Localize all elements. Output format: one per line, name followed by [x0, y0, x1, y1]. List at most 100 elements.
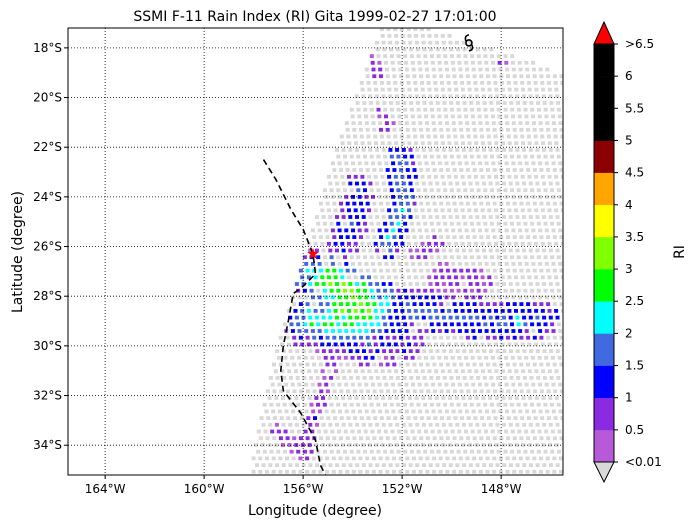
swath-pixel [293, 309, 298, 313]
swath-pixel [453, 134, 458, 139]
swath-pixel [339, 268, 343, 273]
swath-pixel [385, 74, 390, 79]
swath-pixel [343, 154, 347, 159]
swath-pixel [447, 342, 452, 347]
swath-pixel [353, 241, 358, 246]
swath-pixel [487, 342, 492, 347]
swath-pixel [355, 315, 359, 320]
swath-pixel [431, 67, 436, 72]
swath-pixel [530, 429, 535, 434]
swath-pixel [460, 275, 465, 280]
swath-pixel [548, 282, 553, 286]
swath-pixel [546, 416, 551, 420]
swath-pixel [542, 101, 547, 105]
swath-pixel [480, 416, 485, 420]
swath-pixel [480, 342, 485, 347]
swath-pixel [410, 429, 415, 434]
swath-pixel [360, 87, 365, 92]
swath-pixel [373, 275, 378, 280]
swath-pixel [404, 114, 409, 119]
swath-pixel [389, 188, 394, 193]
swath-pixel [520, 416, 525, 420]
swath-pixel [386, 134, 391, 139]
swath-pixel [381, 94, 386, 99]
swath-pixel [396, 107, 401, 112]
swath-pixel [409, 288, 414, 293]
swath-pixel [515, 282, 520, 286]
swath-pixel [502, 315, 506, 320]
swath-pixel [540, 275, 545, 280]
swath-pixel [377, 161, 382, 166]
swath-pixel [363, 449, 368, 454]
swath-pixel [556, 221, 561, 226]
swath-pixel [403, 188, 408, 193]
swath-pixel [466, 81, 471, 85]
swath-pixel [491, 114, 495, 119]
swath-pixel [437, 195, 442, 199]
swath-pixel [463, 154, 468, 159]
swath-pixel [551, 329, 556, 333]
swath-pixel [529, 349, 534, 353]
swath-pixel [479, 268, 484, 273]
swath-pixel [560, 416, 563, 420]
swath-pixel [384, 161, 389, 166]
swath-pixel [505, 121, 510, 125]
swath-pixel [487, 208, 492, 213]
swath-pixel [364, 195, 369, 199]
swath-pixel [511, 60, 515, 65]
swath-pixel [315, 376, 320, 380]
swath-pixel [454, 87, 459, 92]
swath-pixel [538, 329, 543, 333]
swath-pixel [424, 228, 429, 233]
swath-pixel [374, 94, 379, 99]
swath-pixel [368, 148, 373, 152]
swath-pixel [328, 315, 333, 320]
swath-pixel [376, 288, 381, 293]
swath-pixel [436, 255, 441, 260]
swath-pixel [448, 148, 453, 152]
swath-pixel [383, 322, 388, 327]
swath-pixel [431, 295, 436, 300]
swath-pixel [317, 295, 322, 300]
swath-pixel [456, 154, 461, 159]
swath-pixel [320, 241, 325, 246]
swath-pixel [455, 248, 460, 253]
swath-pixel [461, 215, 466, 219]
swath-pixel [411, 329, 416, 333]
swath-pixel [559, 469, 563, 474]
swath-pixel [466, 436, 470, 441]
swath-pixel [312, 335, 317, 340]
swath-pixel [363, 322, 367, 327]
swath-pixel [547, 241, 552, 246]
swath-pixel [397, 195, 402, 199]
swath-pixel [439, 201, 444, 206]
swath-pixel [451, 121, 456, 125]
swath-pixel [387, 34, 392, 38]
swath-pixel [365, 436, 370, 441]
swath-pixel [480, 141, 485, 146]
swath-pixel [519, 201, 524, 206]
swath-pixel [292, 302, 297, 306]
swath-pixel [328, 282, 333, 286]
swath-pixel [553, 81, 558, 85]
swath-pixel [400, 369, 405, 374]
swath-pixel [500, 416, 505, 420]
swath-pixel [397, 161, 402, 166]
swath-pixel [425, 127, 430, 132]
swath-pixel [324, 228, 329, 233]
swath-pixel [508, 463, 513, 467]
swath-pixel [393, 208, 398, 213]
swath-pixel [494, 443, 499, 447]
swath-pixel [305, 389, 310, 394]
swath-pixel [555, 94, 560, 99]
swath-pixel [512, 127, 517, 132]
swath-pixel [469, 221, 474, 226]
swath-pixel [423, 288, 428, 293]
swath-pixel [305, 268, 310, 273]
swath-pixel [527, 241, 532, 246]
swath-pixel [311, 409, 316, 414]
swath-pixel [423, 221, 428, 226]
swath-pixel [338, 409, 342, 414]
swath-pixel [467, 174, 472, 179]
swath-pixel [502, 215, 506, 219]
